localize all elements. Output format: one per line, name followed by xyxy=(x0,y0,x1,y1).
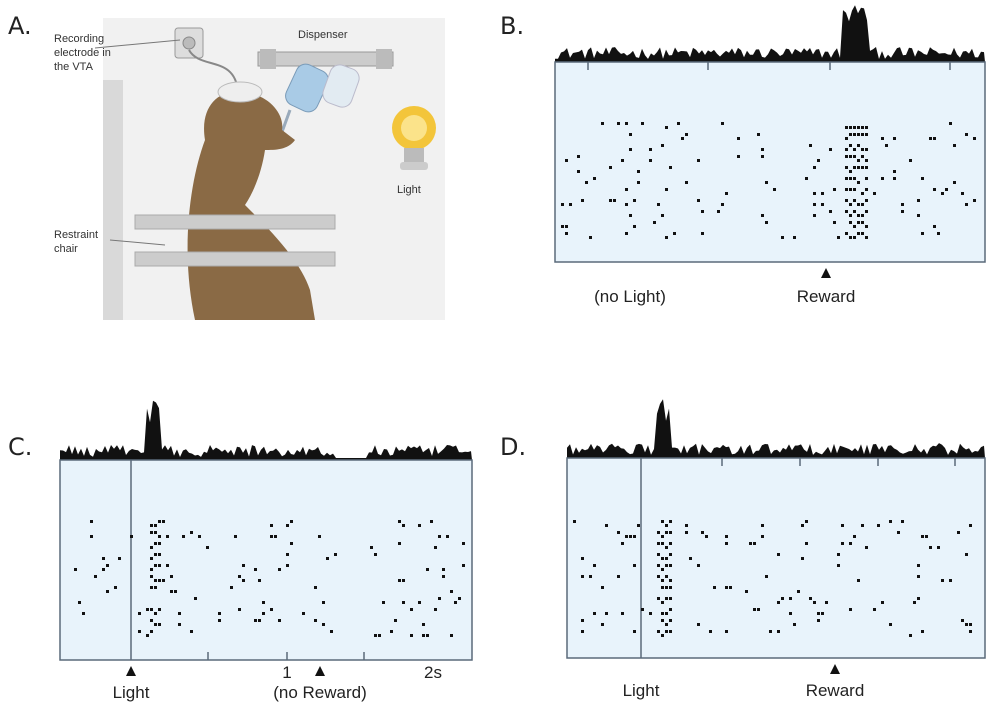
axis-label: (no Reward) xyxy=(273,683,367,702)
axis-label: Light xyxy=(113,683,150,702)
histogram xyxy=(567,399,985,458)
raster-box xyxy=(60,460,472,660)
illustration xyxy=(95,18,445,320)
annotation: chair xyxy=(54,243,78,255)
panel-label: B. xyxy=(500,12,524,40)
figure: A. B. C. D. Recording electrode in the V… xyxy=(0,0,987,705)
raster-box xyxy=(567,458,985,658)
axis-label: (no Light) xyxy=(594,287,666,306)
annotation: Dispenser xyxy=(298,29,348,41)
event-marker xyxy=(821,268,831,278)
axis-label: Reward xyxy=(806,681,865,700)
annotation: electrode in xyxy=(54,47,111,59)
histogram xyxy=(555,5,985,62)
event-marker xyxy=(830,664,840,674)
panel-label: C. xyxy=(8,433,32,461)
panel-label: A. xyxy=(8,12,32,40)
event-marker xyxy=(315,666,325,676)
annotation: Light xyxy=(397,184,421,196)
panel-label: D. xyxy=(500,433,526,461)
event-marker xyxy=(126,666,136,676)
axis-label: Light xyxy=(623,681,660,700)
histogram xyxy=(60,401,472,460)
axis-label: Reward xyxy=(797,287,856,306)
raster-box xyxy=(555,62,985,262)
annotation: Recording xyxy=(54,33,104,45)
axis-label: 2s xyxy=(424,663,442,682)
annotation: the VTA xyxy=(54,61,94,73)
annotation: Restraint xyxy=(54,229,98,241)
axis-label: 1 xyxy=(282,663,291,682)
